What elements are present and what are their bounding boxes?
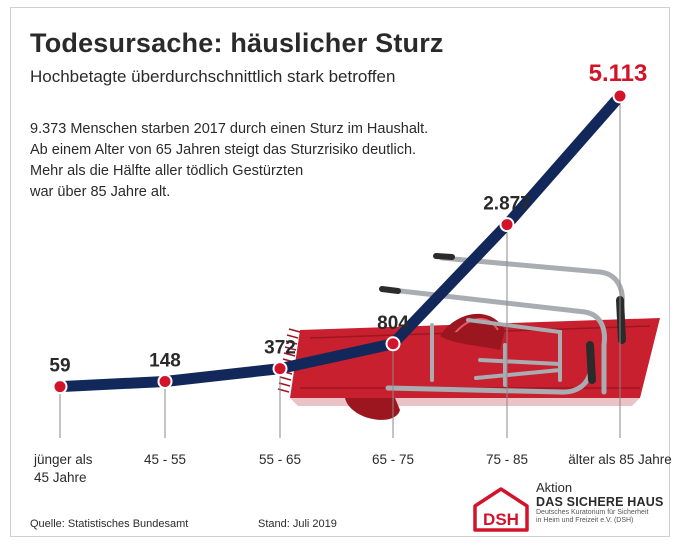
walker-grip — [433, 253, 455, 260]
tick-label: 45 Jahre — [34, 470, 87, 485]
rug-curl — [345, 398, 400, 420]
description-line: Mehr als die Hälfte aller tödlich Gestür… — [30, 163, 304, 179]
rug-body — [290, 318, 660, 398]
tick-label: 65 - 75 — [372, 452, 414, 467]
value-label: 148 — [149, 350, 181, 371]
description-line: war über 85 Jahre alt. — [30, 184, 171, 200]
rug-stripe — [309, 325, 651, 339]
tick-label: 45 - 55 — [144, 452, 186, 467]
value-label: 5.113 — [589, 60, 648, 87]
walker-rail — [389, 287, 607, 395]
description-line: Ab einem Alter von 65 Jahren steigt das … — [30, 142, 417, 158]
data-point — [385, 336, 401, 352]
description-text: 9.373 Menschen starben 2017 durch einen … — [30, 119, 510, 203]
brand-text: Aktion DAS SICHERE HAUS Deutsches Kurato… — [536, 480, 676, 525]
description-line: 9.373 Menschen starben 2017 durch einen … — [30, 121, 429, 137]
brand-line-name: DAS SICHERE HAUS — [536, 495, 664, 509]
date-note: Stand: Juli 2019 — [258, 518, 337, 530]
brand-line-org: Deutsches Kuratorium für Sicherheit — [536, 509, 649, 516]
data-point — [157, 373, 173, 389]
tick-label: älter als 85 Jahre — [568, 452, 672, 467]
page-subtitle: Hochbetagte überdurchschnittlich stark b… — [30, 67, 396, 86]
logo-text: DSH — [483, 510, 519, 529]
walker-illustration — [379, 253, 626, 395]
rug-shadow — [290, 398, 640, 406]
brand-line-org-2: in Heim und Freizeit e.V. (DSH) — [536, 517, 634, 524]
walker-rail — [474, 368, 562, 380]
walker-rail — [478, 343, 562, 387]
series-line — [54, 90, 626, 393]
brand-line-aktion: Aktion — [536, 480, 573, 495]
tick-label: jünger als — [33, 452, 93, 467]
value-label: 804 — [377, 313, 409, 334]
data-point — [499, 217, 515, 233]
dsh-logo: DSH — [473, 487, 529, 532]
rug-illustration — [277, 313, 660, 420]
infographic-frame — [10, 7, 670, 537]
data-point — [612, 88, 628, 104]
value-label: 59 — [49, 356, 70, 377]
value-label: 2.877 — [483, 194, 531, 215]
tick-label: 55 - 65 — [259, 452, 301, 467]
rug-fold-highlight — [454, 318, 499, 334]
data-point — [272, 361, 288, 377]
page-title: Todesursache: häuslicher Sturz — [30, 28, 444, 58]
value-label: 372 — [264, 338, 296, 359]
tick-label: 75 - 85 — [486, 452, 528, 467]
walker-grip — [379, 286, 401, 294]
source-note: Quelle: Statistisches Bundesamt — [30, 518, 189, 530]
data-point — [52, 379, 68, 395]
walker-grip — [586, 341, 596, 384]
